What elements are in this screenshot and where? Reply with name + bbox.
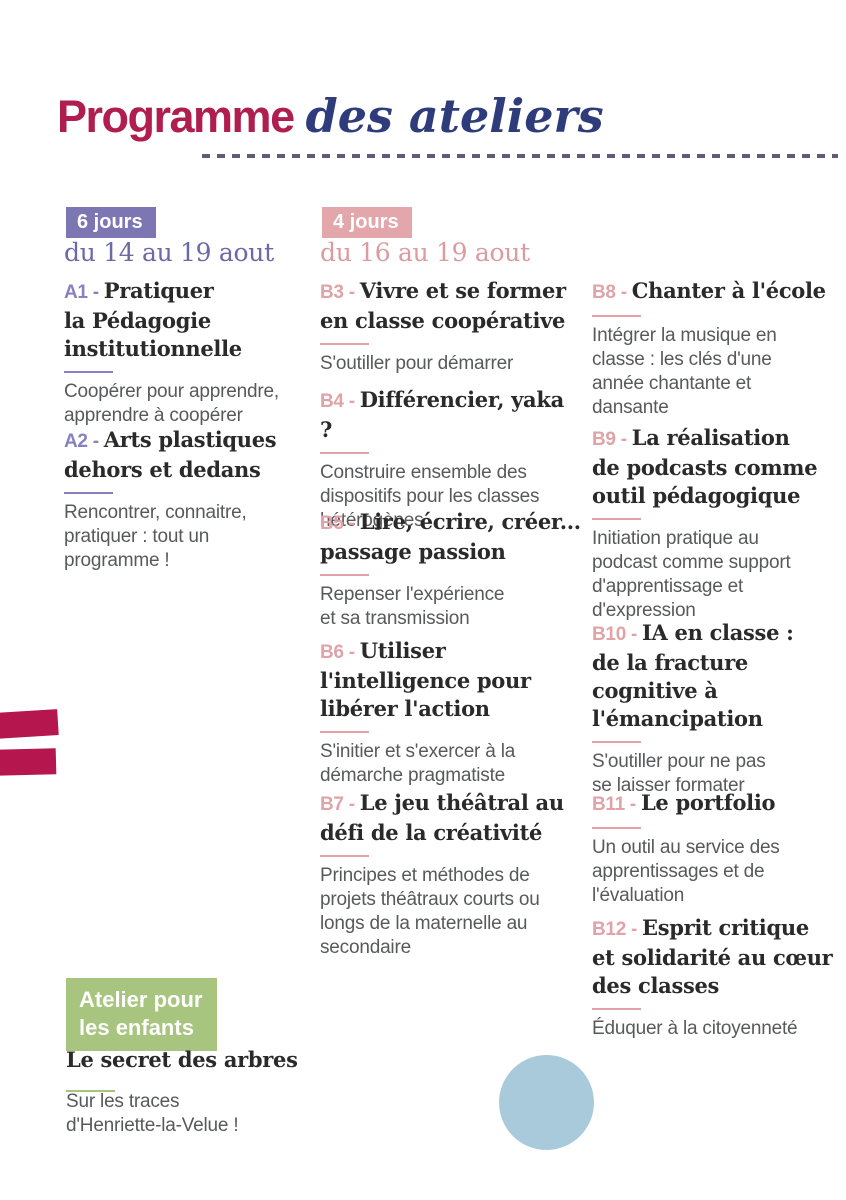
workshop-title: Chanter à l'école bbox=[631, 278, 826, 303]
workshop-title: Vivre et se former en classe coopérative bbox=[320, 278, 566, 333]
workshop-item-b3: B3- Vivre et se former en classe coopérat… bbox=[320, 277, 582, 376]
workshop-title: Différencier, yaka ? bbox=[320, 387, 564, 442]
accent-rule bbox=[320, 731, 369, 733]
badge-4-jours: 4 jours bbox=[322, 207, 412, 238]
workshop-item-a2: A2- Arts plastiques dehors et dedans Renc… bbox=[64, 426, 318, 573]
accent-rule bbox=[592, 827, 641, 829]
workshop-code: B10 bbox=[592, 624, 626, 645]
workshop-title: Pratiquer la Pédagogie institutionnelle bbox=[64, 278, 242, 361]
workshop-code: B3 bbox=[320, 282, 344, 303]
workshop-item-b5: B5- Lire, écrire, créer... passage passio… bbox=[320, 508, 582, 631]
accent-rule bbox=[66, 1090, 115, 1092]
crimson-stripe-decoration bbox=[0, 748, 57, 776]
workshop-item-b9: B9- La réalisation de podcasts comme outi… bbox=[592, 424, 846, 623]
accent-rule bbox=[592, 518, 641, 520]
workshop-title: Esprit critique et solidarité au cœur de… bbox=[592, 915, 833, 998]
workshop-code: B7 bbox=[320, 794, 344, 815]
code-separator: - bbox=[92, 282, 99, 303]
workshop-desc: Rencontrer, connaitre, pratiquer : tout … bbox=[64, 502, 247, 571]
workshop-desc: Construire ensemble des dispositifs pour… bbox=[320, 462, 540, 531]
workshop-desc: Un outil au service des apprentissages e… bbox=[592, 837, 780, 906]
page-title-secondary: des ateliers bbox=[305, 89, 604, 144]
accent-rule bbox=[320, 855, 369, 857]
page-title-primary: Programme bbox=[57, 91, 295, 143]
workshop-desc: Éduquer à la citoyenneté bbox=[592, 1018, 798, 1039]
accent-rule bbox=[320, 452, 369, 454]
code-separator: - bbox=[348, 513, 355, 534]
code-separator: - bbox=[348, 794, 355, 815]
accent-rule bbox=[592, 315, 641, 317]
date-6-jours: du 14 au 19 aout bbox=[64, 238, 274, 267]
workshop-item-b12: B12- Esprit critique et solidarité au cœu… bbox=[592, 914, 846, 1041]
workshop-code: B9 bbox=[592, 429, 616, 450]
workshop-title: Arts plastiques dehors et dedans bbox=[64, 427, 277, 482]
code-separator: - bbox=[348, 642, 355, 663]
accent-rule bbox=[320, 574, 369, 576]
workshop-desc: Repenser l'expérience et sa transmission bbox=[320, 584, 505, 629]
accent-rule bbox=[64, 371, 113, 373]
workshop-code: A1 bbox=[64, 282, 88, 303]
code-separator: - bbox=[620, 429, 627, 450]
code-separator: - bbox=[92, 431, 99, 452]
workshop-desc: S'outiller pour démarrer bbox=[320, 353, 514, 374]
workshop-title: Utiliser l'intelligence pour libérer l'a… bbox=[320, 638, 531, 721]
workshop-title: Le portfolio bbox=[640, 790, 776, 815]
workshop-code: B12 bbox=[592, 919, 626, 940]
accent-rule bbox=[64, 492, 113, 494]
dashed-divider bbox=[202, 154, 838, 158]
kids-workshop-title: Le secret des arbres bbox=[66, 1047, 298, 1072]
kids-workshop-desc: Sur les traces d'Henriette-la-Velue ! bbox=[66, 1091, 239, 1136]
workshop-title: Le jeu théâtral au défi de la créativité bbox=[320, 790, 564, 845]
code-separator: - bbox=[348, 282, 355, 303]
workshop-desc: Initiation pratique au podcast comme sup… bbox=[592, 528, 791, 621]
code-separator: - bbox=[620, 282, 627, 303]
workshop-code: A2 bbox=[64, 431, 88, 452]
workshop-desc: Intégrer la musique en classe : les clés… bbox=[592, 325, 777, 418]
badge-6-jours: 6 jours bbox=[66, 207, 156, 238]
accent-rule bbox=[320, 343, 369, 345]
workshop-code: B5 bbox=[320, 513, 344, 534]
workshop-title: Lire, écrire, créer... passage passion bbox=[320, 509, 581, 564]
workshop-code: B6 bbox=[320, 642, 344, 663]
blue-circle-decoration bbox=[499, 1055, 594, 1150]
accent-rule bbox=[592, 741, 641, 743]
workshop-code: B4 bbox=[320, 391, 344, 412]
workshop-title: La réalisation de podcasts comme outil p… bbox=[592, 425, 818, 508]
workshop-item-b6: B6- Utiliser l'intelligence pour libérer … bbox=[320, 637, 582, 788]
workshop-item-b4: B4- Différencier, yaka ? Construire ensem… bbox=[320, 386, 582, 533]
workshop-item-b8: B8- Chanter à l'école Intégrer la musique… bbox=[592, 277, 846, 420]
accent-rule bbox=[592, 1008, 641, 1010]
workshop-code: B8 bbox=[592, 282, 616, 303]
workshop-item-a1: A1- Pratiquer la Pédagogie institutionnel… bbox=[64, 277, 318, 428]
crimson-stripe-decoration bbox=[0, 709, 59, 739]
code-separator: - bbox=[629, 794, 636, 815]
badge-atelier-enfants: Atelier pour les enfants bbox=[66, 978, 218, 1051]
page-title: Programme des ateliers bbox=[57, 89, 604, 143]
workshop-item-b7: B7- Le jeu théâtral au défi de la créativ… bbox=[320, 789, 582, 960]
workshop-desc: Principes et méthodes de projets théâtra… bbox=[320, 865, 540, 958]
workshop-desc: S'outiller pour ne pas se laisser format… bbox=[592, 751, 766, 796]
workshop-item-b11: B11- Le portfolio Un outil au service des… bbox=[592, 789, 846, 908]
workshop-desc: Coopérer pour apprendre, apprendre à coo… bbox=[64, 381, 279, 426]
workshop-title: IA en classe : de la fracture cognitive … bbox=[592, 620, 794, 731]
code-separator: - bbox=[630, 919, 637, 940]
date-4-jours: du 16 au 19 aout bbox=[320, 238, 530, 267]
workshop-desc: S'initier et s'exercer à la démarche pra… bbox=[320, 741, 516, 786]
code-separator: - bbox=[348, 391, 355, 412]
code-separator: - bbox=[630, 624, 637, 645]
workshop-item-b10: B10- IA en classe : de la fracture cognit… bbox=[592, 619, 846, 798]
workshop-code: B11 bbox=[592, 794, 625, 815]
